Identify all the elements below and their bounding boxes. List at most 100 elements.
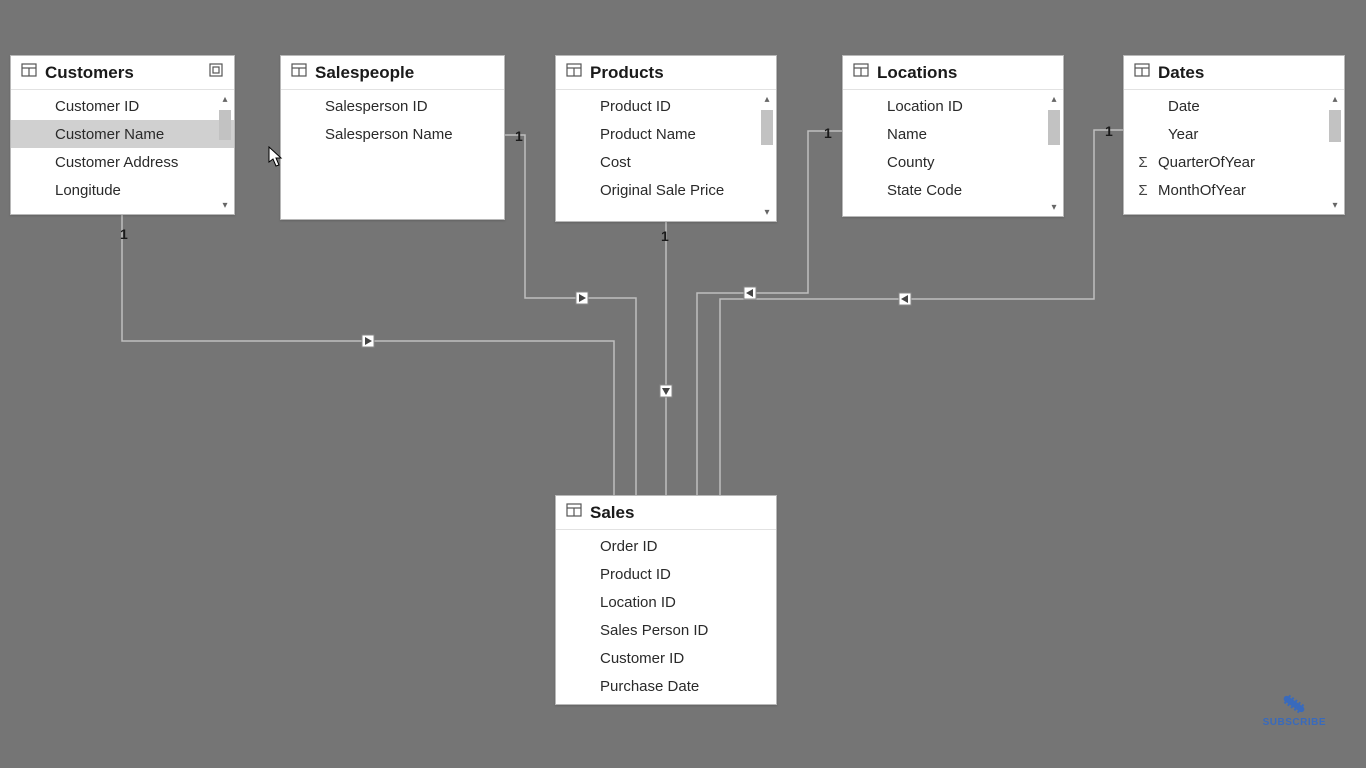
field-label: MonthOfYear [1158, 182, 1246, 199]
table-icon [566, 502, 582, 523]
field-row[interactable]: Date [1124, 92, 1344, 120]
field-row[interactable]: Product ID [556, 560, 776, 588]
table-body: Customer ID Customer Name Customer Address… [11, 90, 234, 214]
table-header[interactable]: Sales [556, 496, 776, 530]
scroll-thumb[interactable] [219, 110, 231, 140]
scroll-up-icon[interactable]: ▴ [1328, 92, 1342, 106]
scrollbar[interactable]: ▴▾ [1328, 92, 1342, 212]
field-row[interactable]: Sales Person ID [556, 616, 776, 644]
field-label: Product ID [600, 98, 671, 115]
cardinality-label: 1 [661, 228, 669, 244]
table-body: Salesperson ID Salesperson Name [281, 90, 504, 219]
field-row[interactable]: Location ID [843, 92, 1063, 120]
table-customers[interactable]: CustomersCustomer IDCustomer NameCustome… [10, 55, 235, 215]
relationship-arrow-icon [660, 385, 672, 397]
field-row[interactable]: County [843, 148, 1063, 176]
field-row[interactable]: Σ MonthOfYear [1124, 176, 1344, 204]
table-body: Product ID Product Name Cost Original Sale … [556, 90, 776, 221]
scrollbar[interactable]: ▴▾ [218, 92, 232, 212]
field-label: Year [1168, 126, 1198, 143]
field-label: Product Name [600, 126, 696, 143]
scroll-down-icon[interactable]: ▾ [760, 205, 774, 219]
scroll-down-icon[interactable]: ▾ [1328, 198, 1342, 212]
table-icon [21, 62, 37, 83]
field-row[interactable]: Customer Address [11, 148, 234, 176]
field-label: Original Sale Price [600, 182, 724, 199]
field-row[interactable]: Customer Name [11, 120, 234, 148]
field-label: Salesperson ID [325, 98, 428, 115]
sigma-icon: Σ [1134, 154, 1152, 171]
field-row[interactable]: Customer ID [556, 644, 776, 672]
relationship-line[interactable] [122, 215, 614, 495]
field-row[interactable]: Salesperson ID [281, 92, 504, 120]
field-label: Location ID [600, 594, 676, 611]
field-row[interactable]: Cost [556, 148, 776, 176]
field-label: Cost [600, 154, 631, 171]
field-row[interactable]: Salesperson Name [281, 120, 504, 148]
table-header[interactable]: Salespeople [281, 56, 504, 90]
field-row[interactable]: Product Name [556, 120, 776, 148]
table-title: Products [590, 63, 664, 83]
field-row[interactable]: Product ID [556, 92, 776, 120]
table-header[interactable]: Locations [843, 56, 1063, 90]
cardinality-label: 1 [1105, 123, 1113, 139]
cardinality-label: 1 [824, 125, 832, 141]
scrollbar[interactable]: ▴▾ [1047, 92, 1061, 214]
cardinality-label: 1 [515, 128, 523, 144]
table-header[interactable]: Dates [1124, 56, 1344, 90]
field-row[interactable]: ΣQuantity [556, 700, 776, 704]
field-label: Date [1168, 98, 1200, 115]
table-locations[interactable]: Locations Location ID Name County State Code… [842, 55, 1064, 217]
field-label: Order ID [600, 538, 658, 555]
field-label: Salesperson Name [325, 126, 453, 143]
table-header[interactable]: Products [556, 56, 776, 90]
scroll-up-icon[interactable]: ▴ [218, 92, 232, 106]
model-canvas[interactable]: CustomersCustomer IDCustomer NameCustome… [0, 0, 1366, 768]
field-row[interactable]: Name [843, 120, 1063, 148]
sigma-icon: Σ [1134, 182, 1152, 199]
table-salespeople[interactable]: Salespeople Salesperson ID Salesperson Nam… [280, 55, 505, 220]
table-title: Locations [877, 63, 957, 83]
field-label: Customer ID [600, 650, 684, 667]
subscribe-label: SUBSCRIBE [1263, 717, 1326, 728]
table-sales[interactable]: Sales Order ID Product ID Location ID Sales … [555, 495, 777, 705]
table-header[interactable]: Customers [11, 56, 234, 90]
field-label: Name [887, 126, 927, 143]
field-label: Customer Name [55, 126, 164, 143]
table-title: Dates [1158, 63, 1204, 83]
scroll-thumb[interactable] [1048, 110, 1060, 145]
scroll-thumb[interactable] [1329, 110, 1341, 142]
field-row[interactable]: Location ID [556, 588, 776, 616]
subscribe-badge: SUBSCRIBE [1263, 691, 1326, 728]
field-label: Product ID [600, 566, 671, 583]
field-row[interactable]: Longitude [11, 176, 234, 204]
table-products[interactable]: Products Product ID Product Name Cost Origin… [555, 55, 777, 222]
field-label: Sales Person ID [600, 622, 708, 639]
table-body: DateYearΣQuarterOfYearΣMonthOfYear▴▾ [1124, 90, 1344, 214]
field-label: Purchase Date [600, 678, 699, 695]
scrollbar[interactable]: ▴▾ [760, 92, 774, 219]
table-icon [566, 62, 582, 83]
relationship-arrow-icon [744, 287, 756, 299]
relationship-arrow-icon [362, 335, 374, 347]
scroll-up-icon[interactable]: ▴ [1047, 92, 1061, 106]
table-body: Order ID Product ID Location ID Sales Perso… [556, 530, 776, 704]
table-icon [291, 62, 307, 83]
field-row[interactable]: Year [1124, 120, 1344, 148]
scroll-down-icon[interactable]: ▾ [218, 198, 232, 212]
table-dates[interactable]: DatesDateYearΣQuarterOfYearΣMonthOfYear▴… [1123, 55, 1345, 215]
table-options-icon[interactable] [208, 62, 224, 83]
field-row[interactable]: Original Sale Price [556, 176, 776, 204]
field-row[interactable]: State Code [843, 176, 1063, 204]
table-body: Location IDNameCountyState Code▴▾ [843, 90, 1063, 216]
field-row[interactable]: Purchase Date [556, 672, 776, 700]
scroll-down-icon[interactable]: ▾ [1047, 200, 1061, 214]
field-row[interactable]: Customer ID [11, 92, 234, 120]
field-label: Longitude [55, 182, 121, 199]
cardinality-label: 1 [120, 226, 128, 242]
field-label: County [887, 154, 935, 171]
scroll-thumb[interactable] [761, 110, 773, 145]
field-row[interactable]: Order ID [556, 532, 776, 560]
scroll-up-icon[interactable]: ▴ [760, 92, 774, 106]
field-row[interactable]: ΣQuarterOfYear [1124, 148, 1344, 176]
